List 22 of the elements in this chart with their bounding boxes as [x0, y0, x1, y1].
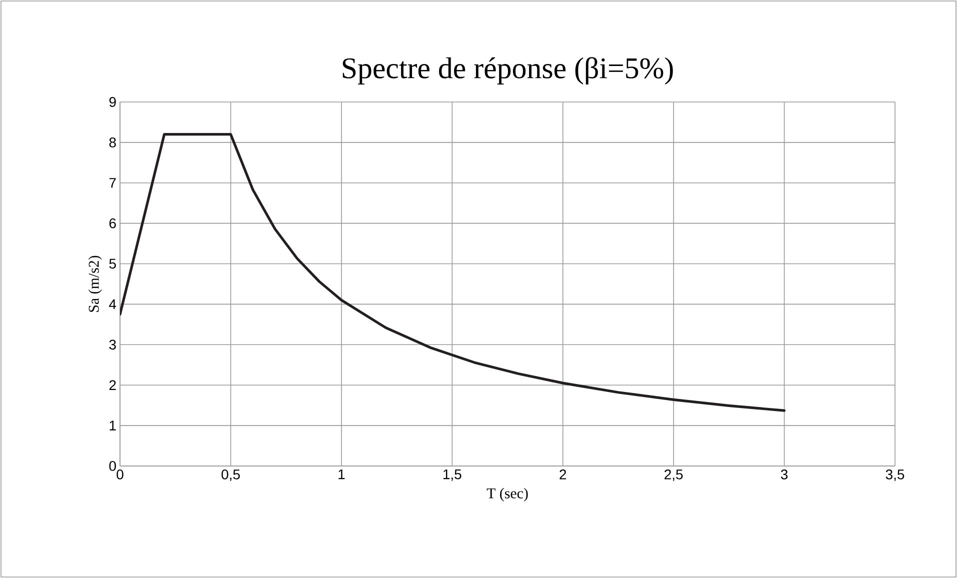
y-tick-label: 1	[110, 420, 116, 430]
x-tick-label: 3	[780, 469, 788, 480]
y-tick-label: 2	[109, 380, 116, 390]
y-tick-label: 0	[109, 461, 116, 471]
chart-title: Spectre de réponse (βi=5%)	[342, 57, 673, 84]
y-tick-label: 7	[109, 178, 116, 188]
x-tick-label: 1,5	[444, 470, 462, 481]
line-series	[120, 133, 786, 412]
x-tick-label: 0,5	[222, 469, 240, 482]
y-tick-label: 9	[109, 97, 116, 107]
y-tick-label: 8	[109, 137, 116, 148]
y-tick-label: 6	[109, 218, 116, 228]
y-axis-title: Sa (m/s2)	[88, 256, 102, 312]
y-tick-label: 5	[109, 258, 116, 269]
x-tick-label: 2	[560, 469, 566, 480]
x-tick-label: 3,5	[886, 469, 904, 482]
x-axis-title: T (sec)	[486, 488, 528, 502]
x-tick-label: 0	[116, 469, 124, 480]
y-tick-label: 3	[109, 340, 116, 350]
x-tick-label: 1	[338, 470, 345, 480]
y-tick-label: 4	[109, 299, 116, 310]
x-tick-label: 2,5	[664, 469, 683, 482]
